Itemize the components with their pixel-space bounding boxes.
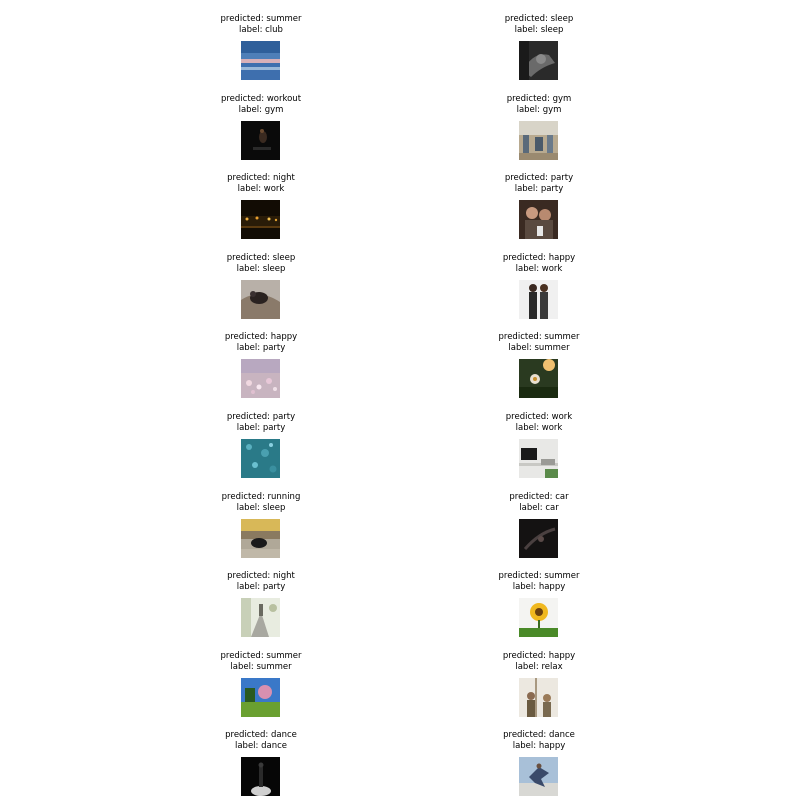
image-cell: predicted: dance label: dance — [161, 730, 361, 796]
image-cell: predicted: dance label: happy — [439, 730, 639, 796]
image-cell: predicted: car label: car — [439, 492, 639, 558]
predicted-caption: predicted: running — [221, 492, 301, 502]
image-cell: predicted: summer label: summer — [161, 651, 361, 717]
image-cell: predicted: sleep label: sleep — [161, 253, 361, 319]
predicted-caption: predicted: summer — [498, 571, 580, 581]
label-caption: label: club — [239, 24, 283, 35]
image-cell: predicted: summer label: club — [161, 14, 361, 80]
image-cell: predicted: party label: party — [439, 173, 639, 239]
predicted-caption: predicted: gym — [506, 94, 572, 104]
thumbnail-image — [519, 439, 558, 478]
thumbnail-image — [241, 598, 280, 637]
label-caption: label: sleep — [236, 502, 286, 513]
thumbnail-image — [241, 757, 280, 796]
predicted-caption: predicted: summer — [220, 14, 302, 24]
image-cell: predicted: workout label: gym — [161, 94, 361, 160]
predicted-caption: predicted: work — [505, 412, 573, 422]
predicted-caption: predicted: happy — [502, 253, 576, 263]
label-caption: label: car — [519, 502, 559, 513]
image-cell: predicted: happy label: party — [161, 332, 361, 398]
image-cell: predicted: summer label: happy — [439, 571, 639, 637]
label-caption: label: sleep — [236, 263, 286, 274]
thumbnail-image — [519, 519, 558, 558]
label-caption: label: relax — [515, 661, 563, 672]
predicted-caption: predicted: party — [504, 173, 574, 183]
image-cell: predicted: work label: work — [439, 412, 639, 478]
image-cell: predicted: night label: work — [161, 173, 361, 239]
thumbnail-image — [519, 41, 558, 80]
label-caption: label: summer — [230, 661, 292, 672]
label-caption: label: summer — [508, 342, 570, 353]
thumbnail-image — [519, 598, 558, 637]
label-caption: label: gym — [238, 104, 284, 115]
thumbnail-image — [241, 121, 280, 160]
label-caption: label: party — [236, 581, 286, 592]
predicted-caption: predicted: dance — [503, 730, 575, 740]
label-caption: label: work — [237, 183, 285, 194]
label-caption: label: happy — [512, 581, 566, 592]
thumbnail-image — [241, 439, 280, 478]
thumbnail-image — [241, 678, 280, 717]
thumbnail-image — [519, 757, 558, 796]
thumbnail-image — [519, 200, 558, 239]
predicted-caption: predicted: night — [227, 571, 295, 581]
label-caption: label: party — [236, 342, 286, 353]
predicted-caption: predicted: summer — [220, 651, 302, 661]
image-cell: predicted: sleep label: sleep — [439, 14, 639, 80]
thumbnail-image — [519, 678, 558, 717]
label-caption: label: party — [236, 422, 286, 433]
image-cell: predicted: summer label: summer — [439, 332, 639, 398]
thumbnail-image — [241, 200, 280, 239]
label-caption: label: sleep — [514, 24, 564, 35]
predicted-caption: predicted: night — [227, 173, 295, 183]
predicted-caption: predicted: car — [509, 492, 569, 502]
predicted-caption: predicted: dance — [225, 730, 297, 740]
label-caption: label: happy — [512, 740, 566, 751]
image-cell: predicted: happy label: work — [439, 253, 639, 319]
thumbnail-image — [241, 280, 280, 319]
image-cell: predicted: gym label: gym — [439, 94, 639, 160]
predicted-caption: predicted: sleep — [504, 14, 574, 24]
predicted-caption: predicted: sleep — [226, 253, 296, 263]
image-cell: predicted: happy label: relax — [439, 651, 639, 717]
image-cell: predicted: party label: party — [161, 412, 361, 478]
thumbnail-image — [519, 359, 558, 398]
label-caption: label: party — [514, 183, 564, 194]
thumbnail-image — [241, 519, 280, 558]
thumbnail-image — [519, 280, 558, 319]
label-caption: label: work — [515, 422, 563, 433]
predicted-caption: predicted: happy — [224, 332, 298, 342]
thumbnail-image — [241, 359, 280, 398]
predicted-caption: predicted: summer — [498, 332, 580, 342]
label-caption: label: gym — [516, 104, 562, 115]
predicted-caption: predicted: happy — [502, 651, 576, 661]
label-caption: label: dance — [234, 740, 288, 751]
thumbnail-image — [519, 121, 558, 160]
image-cell: predicted: night label: party — [161, 571, 361, 637]
label-caption: label: work — [515, 263, 563, 274]
thumbnail-image — [241, 41, 280, 80]
image-cell: predicted: running label: sleep — [161, 492, 361, 558]
predicted-caption: predicted: workout — [220, 94, 302, 104]
predicted-caption: predicted: party — [226, 412, 296, 422]
